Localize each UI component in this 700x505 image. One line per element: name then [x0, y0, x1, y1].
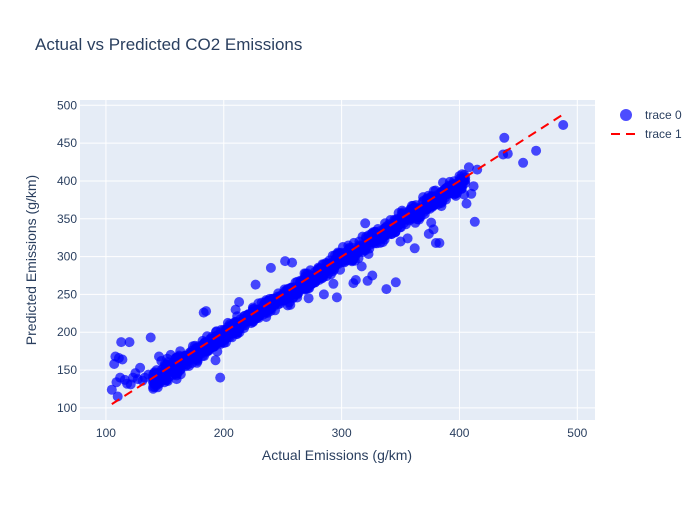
scatter-point [201, 306, 212, 317]
scatter-point [234, 297, 245, 307]
scatter-point [220, 329, 231, 340]
scatter-point [558, 120, 569, 130]
scatter-point [190, 351, 201, 362]
x-tick-label: 300 [332, 426, 352, 440]
scatter-point [328, 278, 339, 289]
scatter-point [367, 270, 378, 281]
y-tick-label: 400 [57, 174, 77, 188]
scatter-point [303, 293, 314, 304]
scatter-point [287, 257, 298, 268]
scatter-point [330, 250, 341, 261]
y-tick-label: 150 [57, 363, 77, 377]
scatter-point [414, 211, 425, 222]
scatter-point [350, 275, 361, 285]
y-tick-label: 250 [57, 287, 77, 301]
scatter-point [344, 244, 355, 255]
scatter-point [214, 337, 225, 348]
scatter-point [326, 264, 337, 274]
y-tick-label: 100 [57, 401, 77, 415]
legend[interactable]: trace 0 trace 1 [611, 108, 682, 141]
scatter-point [250, 314, 261, 324]
scatter-point [418, 192, 429, 203]
legend-label-trace-1: trace 1 [645, 127, 682, 141]
scatter-point [531, 145, 542, 156]
legend-marker-trace-0 [620, 109, 632, 121]
scatter-point [402, 233, 413, 244]
scatter-point [466, 188, 477, 199]
scatter-point [518, 157, 529, 168]
trace-0-points [106, 120, 569, 402]
y-axis-label: Predicted Emissions (g/km) [23, 175, 39, 345]
y-tick-label: 200 [57, 325, 77, 339]
scatter-point [472, 164, 483, 175]
scatter-point [394, 222, 405, 233]
scatter-point [381, 284, 392, 295]
scatter-point [205, 334, 215, 344]
x-tick-label: 400 [449, 426, 469, 440]
scatter-point [360, 245, 371, 256]
scatter-point [116, 337, 127, 348]
scatter-point [250, 279, 261, 290]
scatter-point [428, 224, 439, 235]
scatter-point [443, 180, 454, 191]
scatter-point [381, 223, 392, 233]
scatter-point [331, 292, 342, 303]
legend-item-trace-1[interactable]: trace 1 [611, 127, 682, 141]
scatter-point [457, 180, 468, 191]
scatter-point [145, 332, 156, 343]
chart-title: Actual vs Predicted CO2 Emissions [35, 35, 302, 54]
x-axis-label: Actual Emissions (g/km) [262, 447, 412, 463]
scatter-point [409, 243, 420, 254]
scatter-point [210, 355, 221, 366]
x-tick-label: 500 [567, 426, 587, 440]
scatter-point [318, 289, 329, 300]
scatter-point [431, 196, 442, 207]
scatter-point [292, 276, 303, 287]
scatter-point [446, 188, 457, 199]
scatter-point [112, 391, 123, 402]
x-tick-label: 200 [214, 426, 234, 440]
scatter-point [424, 203, 435, 214]
y-tick-label: 450 [57, 136, 77, 150]
scatter-point [499, 132, 510, 143]
x-axis-ticks: 100 200 300 400 500 [96, 426, 588, 440]
y-tick-label: 300 [57, 250, 77, 264]
scatter-point [135, 362, 146, 373]
scatter-point [434, 238, 445, 248]
scatter-point [356, 261, 367, 272]
scatter-point [124, 337, 135, 348]
scatter-point [360, 218, 371, 229]
scatter-point [343, 253, 354, 264]
scatter-point [282, 300, 293, 311]
scatter-point [203, 345, 214, 356]
scatter-point [409, 202, 419, 213]
scatter-point [390, 277, 401, 288]
scatter-point [357, 231, 368, 242]
scatter-point [460, 172, 471, 183]
scatter-point [469, 216, 480, 227]
y-tick-label: 500 [57, 98, 77, 112]
scatter-point [463, 162, 474, 173]
scatter-point [265, 262, 276, 273]
scatter-point [215, 372, 226, 383]
scatter-point [106, 384, 117, 395]
y-axis-ticks: 100 150 200 250 300 350 400 450 500 [57, 98, 77, 415]
scatter-point [292, 292, 303, 303]
scatter-point [468, 181, 479, 192]
legend-item-trace-0[interactable]: trace 0 [620, 108, 682, 122]
y-tick-label: 350 [57, 212, 77, 226]
scatter-point [117, 354, 128, 365]
legend-label-trace-0: trace 0 [645, 108, 682, 122]
x-tick-label: 100 [96, 426, 116, 440]
scatter-point [461, 198, 472, 209]
